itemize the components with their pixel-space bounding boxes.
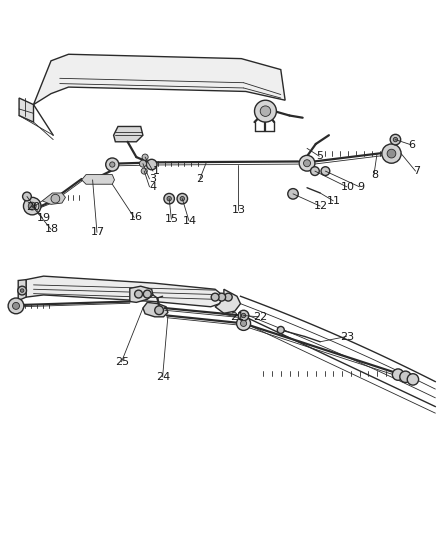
Circle shape xyxy=(211,293,219,301)
Text: 18: 18 xyxy=(45,224,59,235)
Text: 2: 2 xyxy=(196,174,203,184)
Circle shape xyxy=(142,154,148,160)
Text: 22: 22 xyxy=(252,312,266,322)
Polygon shape xyxy=(81,175,114,184)
Circle shape xyxy=(22,192,31,201)
Circle shape xyxy=(392,138,397,142)
Circle shape xyxy=(166,197,171,201)
Circle shape xyxy=(399,371,410,383)
Circle shape xyxy=(303,160,310,167)
Polygon shape xyxy=(33,54,285,104)
Text: 3: 3 xyxy=(149,174,156,184)
Text: 10: 10 xyxy=(340,182,354,192)
Text: 23: 23 xyxy=(339,332,353,342)
Circle shape xyxy=(241,313,245,318)
Circle shape xyxy=(154,306,163,314)
Polygon shape xyxy=(18,280,26,301)
Circle shape xyxy=(389,134,400,145)
Polygon shape xyxy=(143,302,167,317)
Text: 12: 12 xyxy=(313,201,327,211)
Circle shape xyxy=(381,144,400,163)
Circle shape xyxy=(106,158,119,171)
Polygon shape xyxy=(19,98,33,122)
Text: 7: 7 xyxy=(412,166,419,176)
Circle shape xyxy=(224,293,232,301)
Circle shape xyxy=(8,298,24,314)
Text: 21: 21 xyxy=(230,312,244,322)
Polygon shape xyxy=(113,126,143,142)
Text: 19: 19 xyxy=(36,213,50,223)
Circle shape xyxy=(310,167,318,175)
Text: 9: 9 xyxy=(356,182,363,192)
Circle shape xyxy=(236,317,250,330)
Circle shape xyxy=(141,168,147,174)
Text: 8: 8 xyxy=(371,169,378,180)
Text: 6: 6 xyxy=(408,140,415,150)
Circle shape xyxy=(139,160,146,167)
Text: 24: 24 xyxy=(156,372,170,382)
Circle shape xyxy=(406,374,418,385)
Text: 4: 4 xyxy=(149,182,156,192)
Text: 13: 13 xyxy=(232,205,246,215)
Polygon shape xyxy=(215,289,240,313)
Circle shape xyxy=(238,310,248,321)
Circle shape xyxy=(28,202,36,210)
Text: 16: 16 xyxy=(128,213,142,222)
Circle shape xyxy=(386,149,395,158)
Text: 17: 17 xyxy=(91,228,105,237)
Text: 15: 15 xyxy=(165,214,179,224)
Circle shape xyxy=(177,193,187,204)
Circle shape xyxy=(146,159,156,170)
Circle shape xyxy=(134,290,142,298)
Polygon shape xyxy=(130,286,152,302)
Circle shape xyxy=(260,106,270,116)
Text: 11: 11 xyxy=(326,196,340,206)
Circle shape xyxy=(240,320,246,326)
Circle shape xyxy=(110,162,115,167)
Text: 1: 1 xyxy=(152,166,159,176)
Circle shape xyxy=(287,189,297,199)
Text: 5: 5 xyxy=(316,151,323,161)
Circle shape xyxy=(320,167,329,175)
Circle shape xyxy=(12,302,19,309)
Text: 25: 25 xyxy=(115,357,129,367)
Circle shape xyxy=(277,326,284,334)
Circle shape xyxy=(20,289,24,292)
Circle shape xyxy=(51,195,60,203)
Circle shape xyxy=(254,100,276,122)
Text: 14: 14 xyxy=(182,215,196,225)
Circle shape xyxy=(18,286,26,295)
Text: 20: 20 xyxy=(26,203,40,213)
Polygon shape xyxy=(26,276,223,307)
Polygon shape xyxy=(42,193,65,204)
Circle shape xyxy=(298,155,314,171)
Circle shape xyxy=(180,197,184,201)
Circle shape xyxy=(23,197,41,215)
Circle shape xyxy=(163,193,174,204)
Circle shape xyxy=(217,293,225,301)
Circle shape xyxy=(143,290,151,298)
Circle shape xyxy=(392,369,403,380)
